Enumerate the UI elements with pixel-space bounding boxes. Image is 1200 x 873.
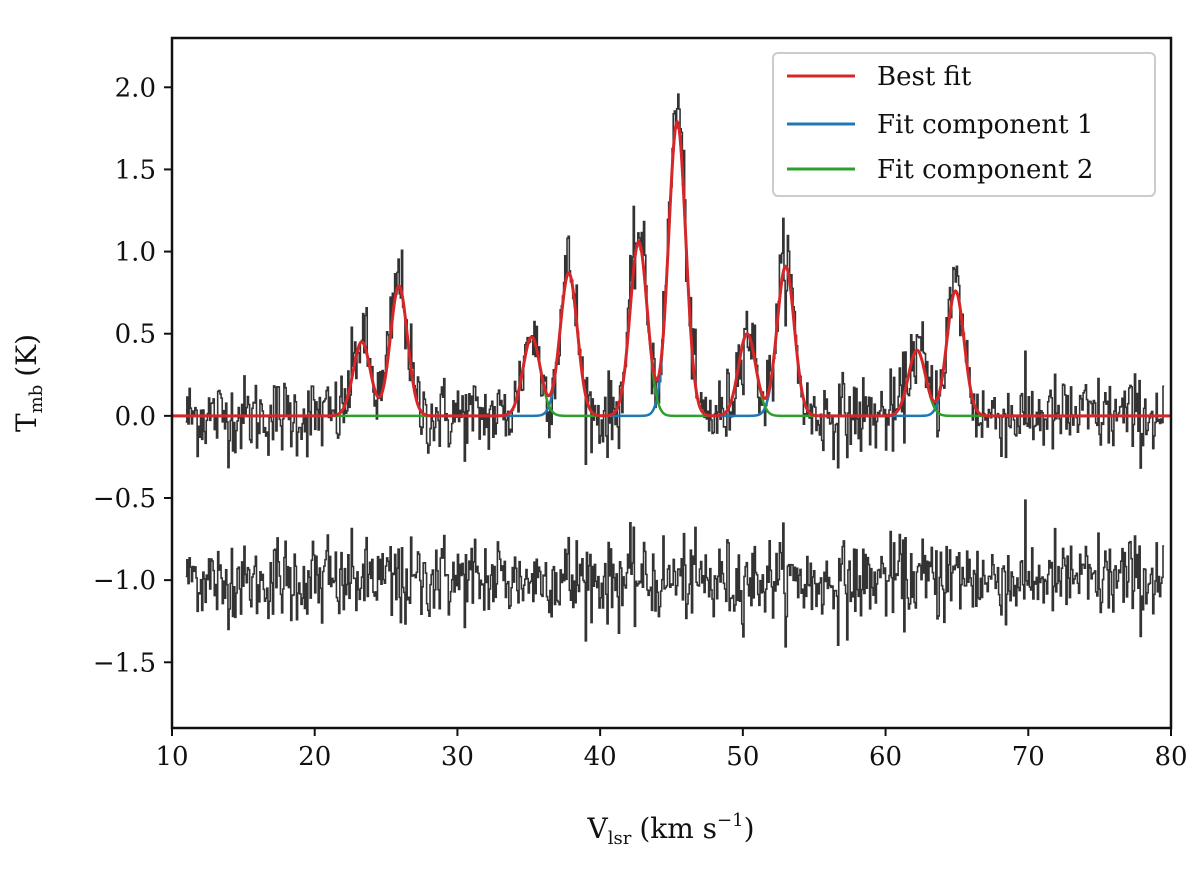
y-axis-title-sub: mb [26,385,47,414]
legend-label-component-1: Fit component 1 [877,110,1093,140]
y-tick-label: −0.5 [93,484,156,514]
legend-label-best-fit: Best fit [877,62,972,92]
y-axis-title-unit: (K) [10,334,43,377]
y-tick-label: 1.5 [115,155,156,185]
y-tick-label: −1.5 [93,648,156,678]
legend-label-component-2: Fit component 2 [877,155,1093,185]
x-axis-title: Vlsr (km s−1) [586,810,754,849]
y-axis-title: Tmb (K) [10,334,47,432]
x-tick-label: 10 [155,742,188,772]
best-fit-line [172,119,1171,418]
x-tick-label: 70 [1012,742,1045,772]
y-tick-label: 2.0 [115,73,156,103]
x-axis-title-main: V [586,812,608,845]
x-tick-label: 60 [869,742,902,772]
legend: Best fit Fit component 1 Fit component 2 [772,52,1156,197]
x-axis-title-close: ) [744,812,755,845]
series-layer [172,93,1171,648]
x-axis-title-sub: lsr [608,828,632,849]
legend-box [772,52,1156,197]
x-axis-title-unit: (km s [639,812,717,845]
x-tick-label: 40 [584,742,617,772]
plot-frame [170,36,1173,730]
x-tick-label: 20 [298,742,331,772]
x-axis-title-sup: −1 [717,810,744,831]
x-tick-label: 80 [1154,742,1187,772]
y-tick-label: 0.0 [115,402,156,432]
y-tick-label: −1.0 [93,566,156,596]
y-axis: 2.0 1.5 1.0 0.5 0.0 −0.5 −1.0 −1.5 [93,73,172,678]
y-tick-label: 0.5 [115,320,156,350]
y-tick-label: 1.0 [115,238,156,268]
x-tick-label: 30 [441,742,474,772]
y-axis-title-main: T [10,413,43,432]
residual-spectrum-line [185,499,1165,648]
x-axis: 10 20 30 40 50 60 70 80 [155,728,1188,772]
x-tick-label: 50 [726,742,759,772]
